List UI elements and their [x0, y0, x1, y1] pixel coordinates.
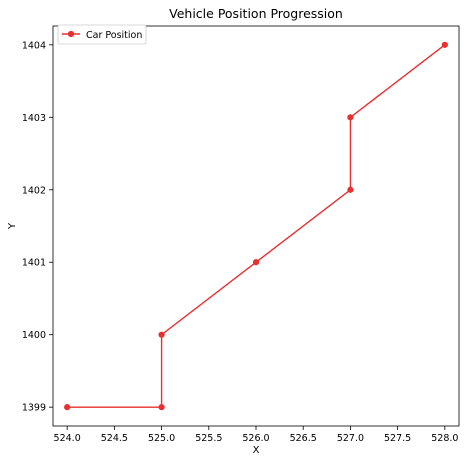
- chart-title: Vehicle Position Progression: [169, 6, 343, 21]
- y-tick-label: 1401: [22, 258, 46, 269]
- legend-marker-sample: [67, 30, 75, 38]
- y-tick-label: 1402: [22, 185, 46, 196]
- y-axis-ticks: 1399 1400 1401 1402 1403 1404: [22, 40, 53, 414]
- y-axis-label: Y: [7, 222, 18, 230]
- series-line: [67, 44, 446, 408]
- x-tick-label: 526.5: [290, 433, 317, 444]
- x-tick-label: 524.0: [54, 433, 81, 444]
- x-tick-label: 527.5: [384, 433, 411, 444]
- y-tick-label: 1400: [22, 330, 46, 341]
- x-tick-label: 525.0: [148, 433, 175, 444]
- legend-box: [57, 24, 147, 45]
- x-tick-label: 527.0: [337, 433, 364, 444]
- data-point: [158, 331, 165, 338]
- x-tick-label: 524.5: [101, 433, 128, 444]
- data-point: [347, 114, 354, 121]
- series-layer: [64, 41, 448, 411]
- x-tick-label: 526.0: [242, 433, 269, 444]
- x-tick-label: 528.0: [431, 433, 458, 444]
- plot-area: [52, 25, 460, 427]
- y-tick-label: 1399: [22, 403, 46, 414]
- data-point: [441, 41, 448, 48]
- x-axis-ticks: 524.0 524.5 525.0 525.5 526.0 526.5 527.0 527.5…: [54, 426, 458, 444]
- y-tick-label: 1403: [22, 113, 46, 124]
- x-axis-label: X: [253, 445, 260, 456]
- data-point: [252, 259, 260, 266]
- legend-entry-label: Car Position: [86, 30, 142, 41]
- data-point: [158, 404, 165, 411]
- data-point: [64, 404, 71, 411]
- legend: Car Position: [57, 24, 147, 45]
- y-tick-label: 1404: [22, 40, 46, 51]
- x-tick-label: 525.5: [195, 433, 222, 444]
- data-point: [347, 186, 354, 193]
